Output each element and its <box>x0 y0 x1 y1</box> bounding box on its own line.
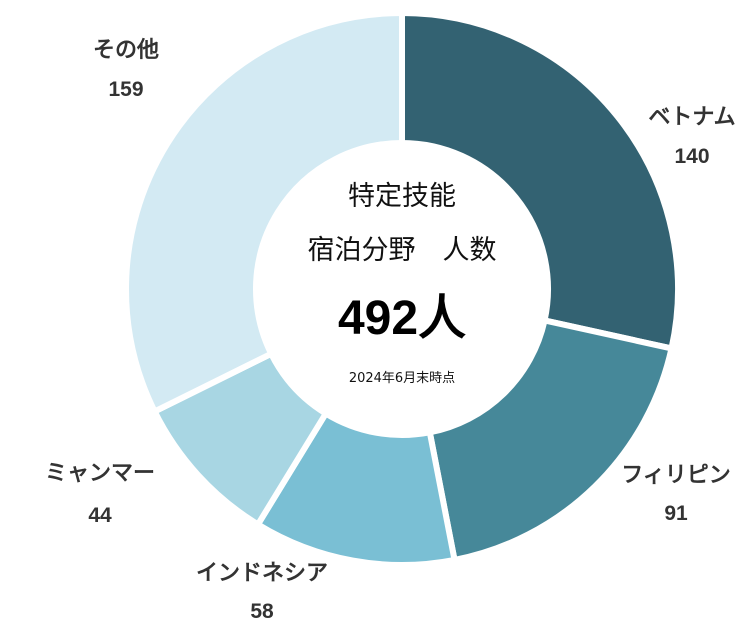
slice-labels: ベトナム 140 フィリピン 91 インドネシア 58 ミャンマー 44 その他 159 <box>45 37 736 623</box>
donut-slices <box>123 9 681 568</box>
donut-hole <box>258 145 546 433</box>
slice-0 <box>399 9 681 353</box>
slice-value-2: 58 <box>250 600 274 623</box>
center-title-line-1: 特定技能 <box>348 181 456 212</box>
slice-4 <box>123 9 405 416</box>
donut-center: 特定技能 宿泊分野 人数 492人 2024年6月末時点 <box>308 181 497 386</box>
slice-label-2: インドネシア <box>196 560 328 585</box>
slice-value-3: 44 <box>88 504 112 527</box>
center-total: 492人 <box>338 292 466 345</box>
center-title-line-2: 宿泊分野 人数 <box>308 235 497 266</box>
slice-1 <box>426 316 676 564</box>
slice-value-4: 159 <box>108 78 143 101</box>
slice-value-1: 91 <box>664 502 688 525</box>
slice-label-0: ベトナム <box>648 104 735 129</box>
slice-value-0: 140 <box>674 145 709 168</box>
slice-label-4: その他 <box>93 37 159 62</box>
center-note: 2024年6月末時点 <box>349 371 455 386</box>
slice-label-3: ミャンマー <box>45 460 155 485</box>
slice-label-1: フィリピン <box>621 462 731 487</box>
